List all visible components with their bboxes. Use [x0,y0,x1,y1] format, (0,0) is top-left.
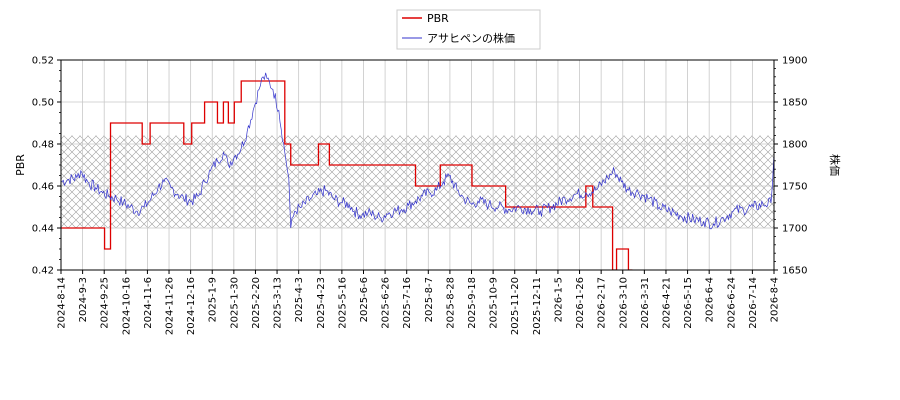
x-tick-label: 2026-7-14 [748,277,759,329]
y-tick-label: 0.50 [32,98,54,109]
hatch-band-fill [61,135,774,228]
y2-tick-label: 1750 [782,182,807,193]
y-axis-label: PBR [14,154,27,176]
y2-tick-label: 1800 [782,140,807,151]
hatch-band [61,135,774,228]
x-tick-label: 2025-11-20 [510,277,521,335]
left-axis-ticks: 0.42 0.44 0.46 0.48 0.50 0.52 [32,56,61,277]
stock-price-line [61,72,774,230]
y2-tick-label: 1700 [782,224,807,235]
x-tick-label: 2026-5-15 [683,277,694,329]
x-tick-label: 2025-8-7 [424,277,435,322]
x-tick-label: 2026-2-17 [597,277,608,329]
x-tick-label: 2026-1-5 [553,277,564,322]
x-tick-label: 2025-12-11 [532,277,543,335]
y2-axis-label: 株価 [828,154,842,176]
legend: PBR アサヒペンの株価 [396,9,541,50]
x-tick-label: 2025-1-9 [208,277,219,322]
x-tick-label: 2026-6-24 [726,277,737,329]
y-tick-label: 0.52 [32,56,54,67]
x-tick-label: 2025-9-18 [467,277,478,329]
legend-label-price: アサヒペンの株価 [427,31,515,45]
x-tick-label: 2025-1-30 [229,277,240,329]
series-lines [61,72,774,270]
x-tick-label: 2026-6-4 [705,277,716,322]
y2-tick-label: 1650 [782,266,807,277]
x-tick-label: 2025-6-26 [381,277,392,329]
x-tick-label: 2025-10-9 [489,277,500,329]
x-tick-label: 2024-8-14 [57,277,68,329]
x-tick-label: 2025-2-20 [251,277,262,329]
x-tick-label: 2024-9-3 [78,277,89,322]
x-tick-label: 2025-3-13 [273,277,284,329]
x-tick-label: 2024-11-6 [143,277,154,329]
x-tick-label: 2025-4-3 [294,277,305,322]
x-tick-label: 2025-6-6 [359,277,370,322]
x-tick-label: 2024-11-26 [165,277,176,335]
y-tick-label: 0.46 [32,182,54,193]
right-axis-ticks: 1650 1700 1750 1800 1850 1900 [774,56,807,277]
legend-box [396,9,541,50]
x-tick-label: 2025-5-16 [337,277,348,329]
y-tick-label: 0.48 [32,140,54,151]
x-tick-label: 2024-10-16 [121,277,132,335]
x-tick-label: 2024-12-16 [186,277,197,335]
y2-tick-label: 1900 [782,56,807,67]
x-tick-label: 2025-4-23 [316,277,327,329]
x-axis-ticks: 2024-8-14 2024-9-3 2024-9-25 2024-10-16 2024… [57,270,781,335]
legend-label-pbr: PBR [427,12,449,25]
x-tick-label: 2026-3-31 [640,277,651,329]
x-tick-label: 2026-1-26 [575,277,586,329]
y-tick-label: 0.44 [32,224,54,235]
y2-tick-label: 1850 [782,98,807,109]
x-tick-label: 2024-9-25 [100,277,111,329]
pbr-line [61,80,633,270]
x-tick-label: 2025-8-28 [445,277,456,329]
x-tick-label: 2025-7-16 [402,277,413,329]
x-tick-label: 2026-4-21 [661,277,672,329]
x-tick-label: 2026-3-10 [618,277,629,329]
y-tick-label: 0.42 [32,266,54,277]
x-tick-label: 2026-8-4 [770,277,781,322]
